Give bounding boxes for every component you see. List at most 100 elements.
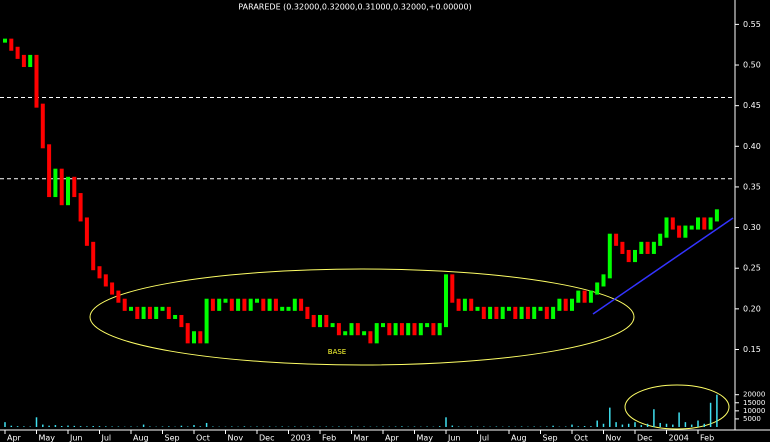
price-bar	[702, 217, 707, 230]
price-bar	[15, 46, 20, 59]
price-bar	[519, 306, 524, 319]
price-bar	[714, 209, 719, 222]
price-bar	[538, 306, 543, 311]
price-bar	[576, 290, 581, 303]
price-bar	[40, 103, 45, 149]
y-tick-label: 10000	[743, 407, 765, 415]
price-bar	[355, 323, 360, 336]
x-tick-label: Nov	[228, 434, 244, 442]
price-bar	[110, 282, 115, 295]
volume-bar	[627, 423, 630, 427]
volume-bar	[583, 426, 586, 427]
volume-bar	[571, 424, 573, 427]
volume-bar	[243, 426, 246, 427]
price-bar	[362, 331, 367, 336]
x-tick-label: Aug	[133, 434, 149, 442]
x-tick-label: Jul	[479, 434, 490, 442]
price-bar	[645, 241, 650, 254]
price-bar	[633, 249, 637, 263]
volume-bar	[142, 424, 145, 427]
volume-bar	[621, 424, 624, 427]
price-bar	[84, 217, 89, 246]
x-tick-label: Oct	[574, 434, 588, 442]
price-bar	[475, 306, 480, 311]
price-bar	[626, 249, 631, 263]
price-bar	[255, 298, 259, 303]
price-bar	[614, 233, 619, 246]
y-tick-label: 20000	[743, 391, 765, 399]
x-tick-label: Aug	[511, 434, 527, 442]
volume-bar	[42, 424, 44, 427]
x-tick-label: Dec	[259, 434, 274, 442]
volume-bar	[48, 425, 50, 427]
price-bar	[418, 323, 423, 336]
price-bar	[437, 323, 442, 336]
price-bar	[500, 306, 505, 319]
x-tick-label: Mar	[354, 434, 370, 442]
price-bar	[406, 323, 411, 336]
price-bar	[223, 298, 228, 303]
price-bar	[582, 290, 587, 303]
price-bar	[677, 225, 682, 238]
volume-bar	[60, 426, 63, 427]
price-bar	[588, 290, 593, 303]
volume-bar	[646, 423, 649, 427]
y-tick-label: 0.50	[743, 61, 761, 70]
volume-bar	[73, 425, 76, 427]
price-bar	[563, 298, 568, 311]
volume-bar	[193, 425, 195, 427]
volume-bar	[54, 425, 57, 427]
price-bar	[97, 266, 102, 279]
y-tick-label: 0.40	[743, 142, 761, 151]
volume-bar	[98, 426, 101, 427]
price-bar	[3, 38, 7, 43]
price-bar	[399, 323, 404, 336]
volume-bar	[716, 394, 718, 427]
price-bar	[639, 241, 644, 254]
volume-bar	[10, 425, 13, 427]
volume-bar	[665, 423, 668, 427]
price-bar	[651, 241, 656, 254]
price-bar	[570, 298, 574, 311]
price-bar	[305, 306, 310, 319]
price-bar	[59, 168, 64, 206]
price-bar	[286, 306, 291, 311]
volume-bar	[4, 422, 6, 427]
price-bar	[683, 225, 688, 238]
price-bar	[708, 217, 713, 230]
price-bar	[557, 298, 562, 311]
price-bar	[481, 306, 486, 319]
volume-bar	[703, 423, 706, 427]
price-bar	[116, 290, 121, 303]
price-bar	[141, 306, 146, 319]
y-tick-label: 0.20	[743, 304, 761, 313]
price-bar	[374, 323, 379, 344]
volume-bar	[35, 417, 38, 427]
volume-bar	[697, 420, 699, 427]
price-bar	[236, 298, 241, 311]
x-tick-label: Feb	[322, 434, 336, 442]
price-bar	[431, 323, 436, 336]
price-bar	[601, 274, 606, 287]
volume-bar	[640, 425, 643, 427]
x-tick-label: May	[39, 434, 56, 442]
x-tick-label: Oct	[196, 434, 210, 442]
price-bar	[696, 217, 700, 230]
price-bar	[544, 306, 549, 319]
price-bar	[311, 314, 316, 328]
x-tick-label: Apr	[7, 434, 22, 442]
price-bar	[229, 298, 234, 311]
price-bar	[53, 168, 58, 198]
volume-bar	[684, 422, 687, 427]
volume-bar	[180, 425, 183, 427]
y-tick-label: 0.15	[743, 345, 761, 354]
price-bar	[349, 323, 354, 336]
trend-line	[592, 217, 734, 315]
price-bar	[488, 306, 493, 319]
price-bar	[513, 306, 518, 319]
volume-bar	[199, 426, 202, 427]
price-bar	[456, 298, 461, 311]
y-tick-label: 15000	[743, 399, 765, 407]
